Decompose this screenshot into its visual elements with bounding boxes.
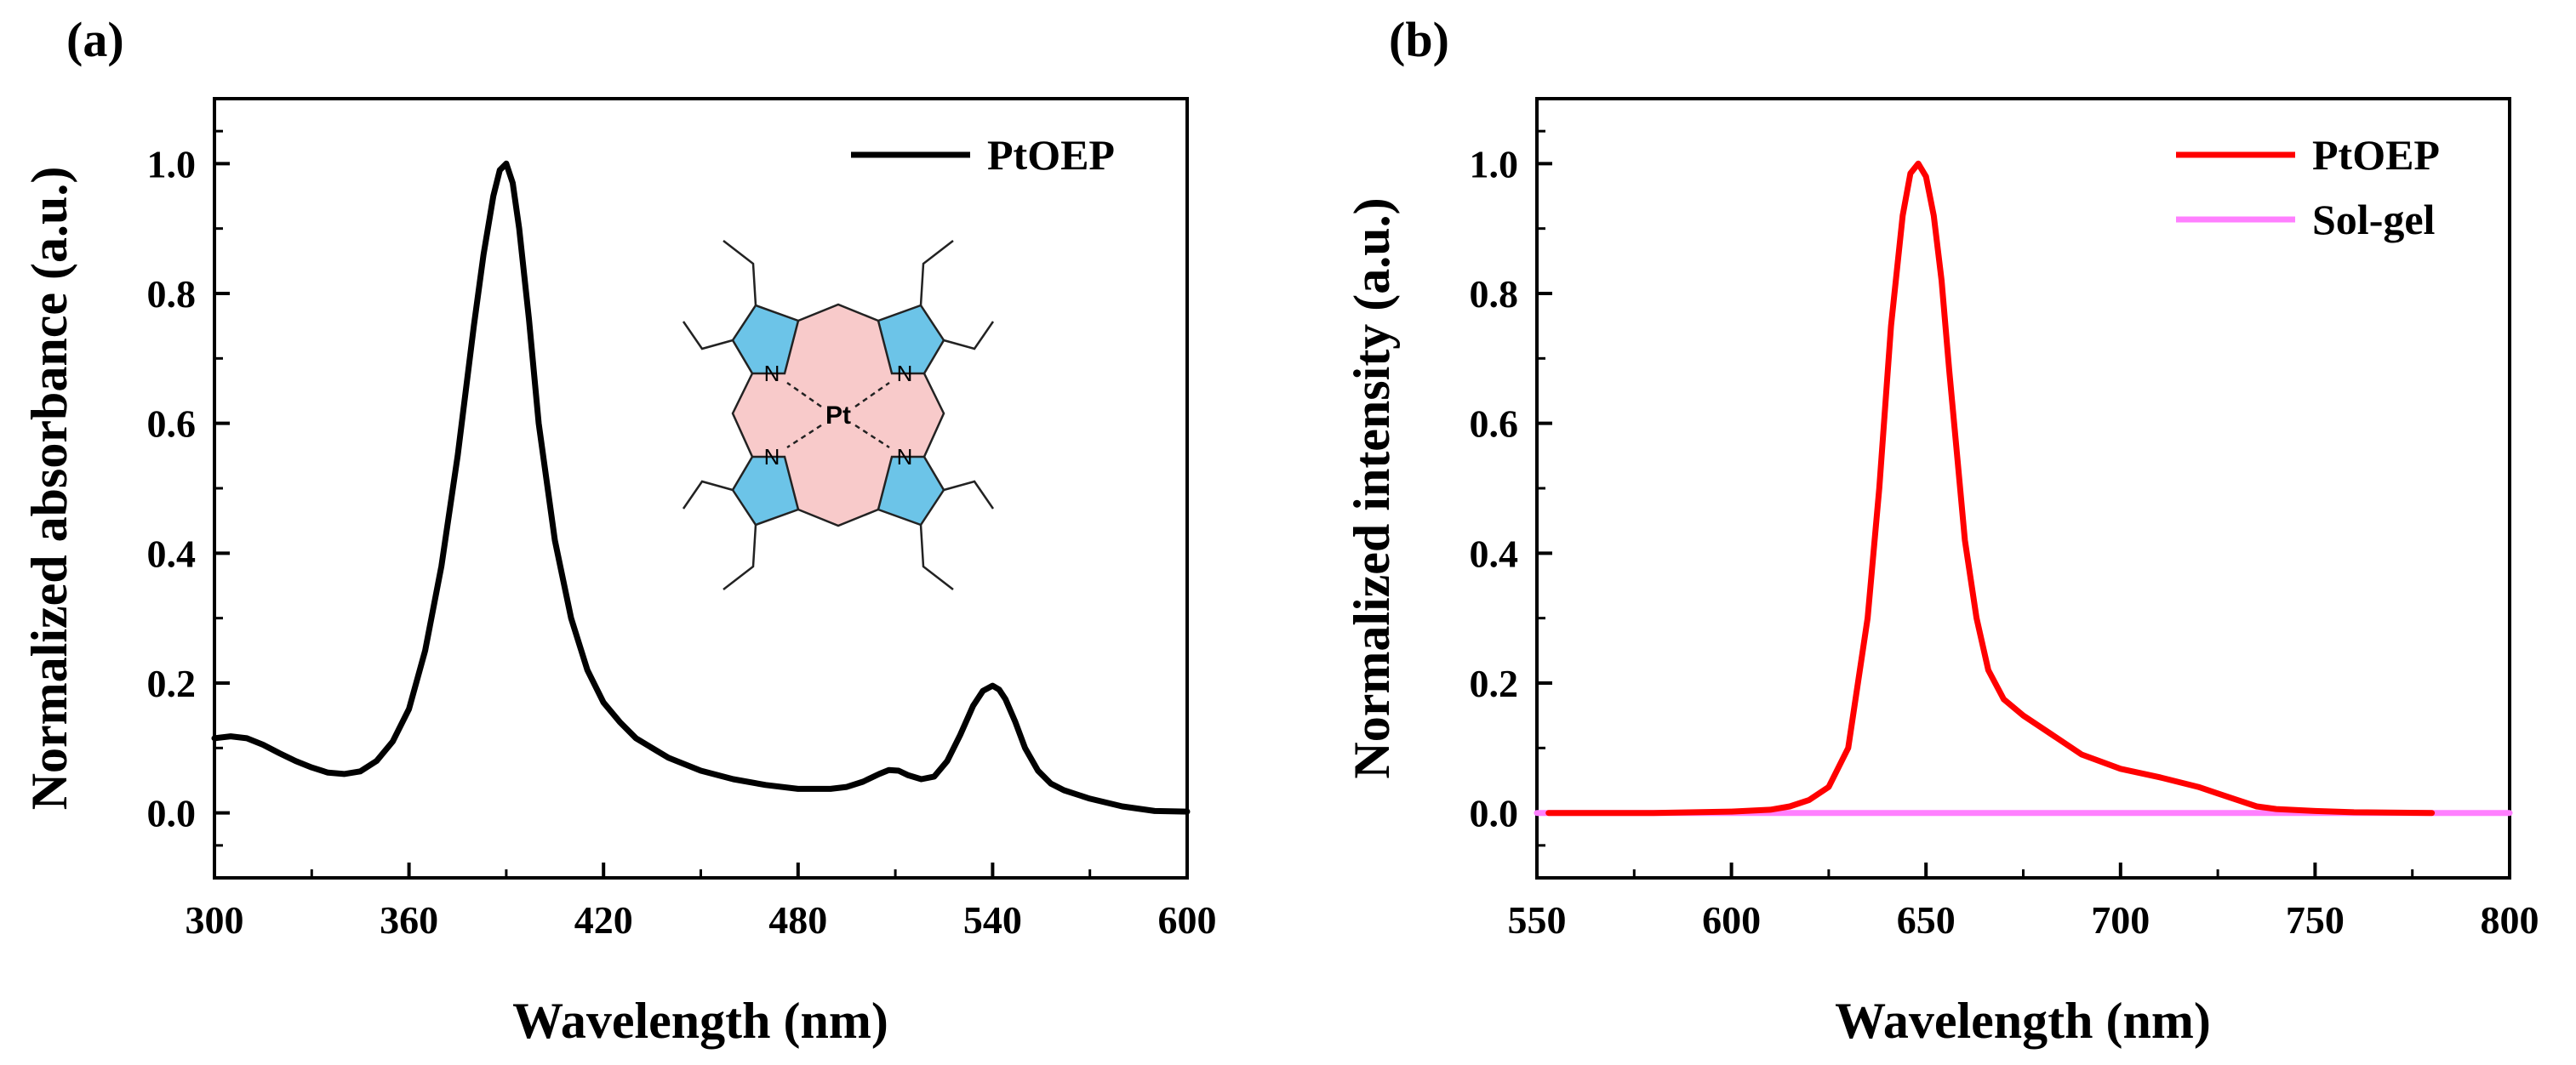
panel-label-b: (b) [1389,12,1449,67]
y-axis-label-b: Normalized intensity (a.u.) [1344,197,1400,778]
series-group-a [211,160,1191,815]
x-tick-label-a-4: 540 [963,898,1022,942]
y-tick-label-a-5: 1.0 [147,142,197,185]
y-axis-label-a: Normalized absorbance (a.u.) [21,167,77,811]
y-tick-label-b-4: 0.8 [1470,272,1519,316]
series-line-a-0 [211,160,1191,815]
x-tick-label-b-5: 800 [2481,898,2539,942]
series-group-b [1534,160,2513,817]
y-tick-label-b-3: 0.6 [1470,402,1519,446]
legend-label-b-solgel: Sol-gel [2312,196,2436,243]
y-tick-label-a-0: 0.0 [147,792,197,835]
x-axis-label-a: Wavelength (nm) [512,993,888,1049]
x-tick-label-b-1: 600 [1702,898,1761,942]
y-tick-label-b-0: 0.0 [1470,792,1519,835]
y-tick-label-b-5: 1.0 [1470,142,1519,185]
panel-label-a: (a) [66,12,124,67]
pt-n-coordination-bonds [786,381,890,449]
nitrogen-label-top-right: N [897,361,913,386]
porphyrin-core-fill [733,305,944,526]
y-tick-label-a-3: 0.6 [147,402,197,446]
x-tick-label-a-1: 360 [380,898,438,942]
ticks-a: 300 360 420 480 540 600 0.0 0.2 0.4 0.6 0.8 1.0 [147,129,1217,942]
x-tick-label-a-5: 600 [1158,898,1217,942]
x-tick-label-b-3: 700 [2091,898,2150,942]
ticks-b: 550 600 650 700 750 800 0.0 0.2 0.4 0.6 0.8 1.0 [1470,129,2539,942]
nitrogen-label-top-left: N [764,361,780,386]
x-tick-label-b-2: 650 [1897,898,1956,942]
legend-label-a-ptoep: PtOEP [987,131,1115,179]
nitrogen-label-bottom-right: N [897,444,913,470]
y-tick-label-a-4: 0.8 [147,272,197,316]
series-line-b-0 [1545,160,2436,817]
panel-b: (b) 550 600 650 700 750 800 0.0 0.2 0.4 0.6 0.8 1.0… [1344,12,2539,1049]
panel-a: (a) 300 360 420 480 540 600 0.0 0.2 0.4 0.6 0.8 1.0… [21,12,1217,1049]
x-tick-label-a-3: 480 [768,898,827,942]
x-axis-label-b: Wavelength (nm) [1835,993,2211,1049]
molecule-bonds [682,240,995,590]
y-tick-label-b-2: 0.4 [1470,532,1519,575]
legend-label-b-ptoep: PtOEP [2312,131,2440,179]
platinum-label: Pt [825,402,851,430]
molecule-structure-inset: N N N N Pt [682,240,995,590]
plot-frame-a [213,97,1189,880]
legend-a: PtOEP [851,131,1115,179]
x-tick-label-a-0: 300 [186,898,244,942]
y-tick-label-a-1: 0.2 [147,662,197,705]
y-tick-label-b-1: 0.2 [1470,662,1519,705]
x-tick-label-b-0: 550 [1508,898,1567,942]
x-tick-label-b-4: 750 [2286,898,2345,942]
pyrrole-ring-fills [733,305,944,525]
x-tick-label-a-2: 420 [574,898,633,942]
nitrogen-label-bottom-left: N [764,444,780,470]
y-tick-label-a-2: 0.4 [147,532,197,575]
legend-b: PtOEP Sol-gel [2176,131,2440,243]
